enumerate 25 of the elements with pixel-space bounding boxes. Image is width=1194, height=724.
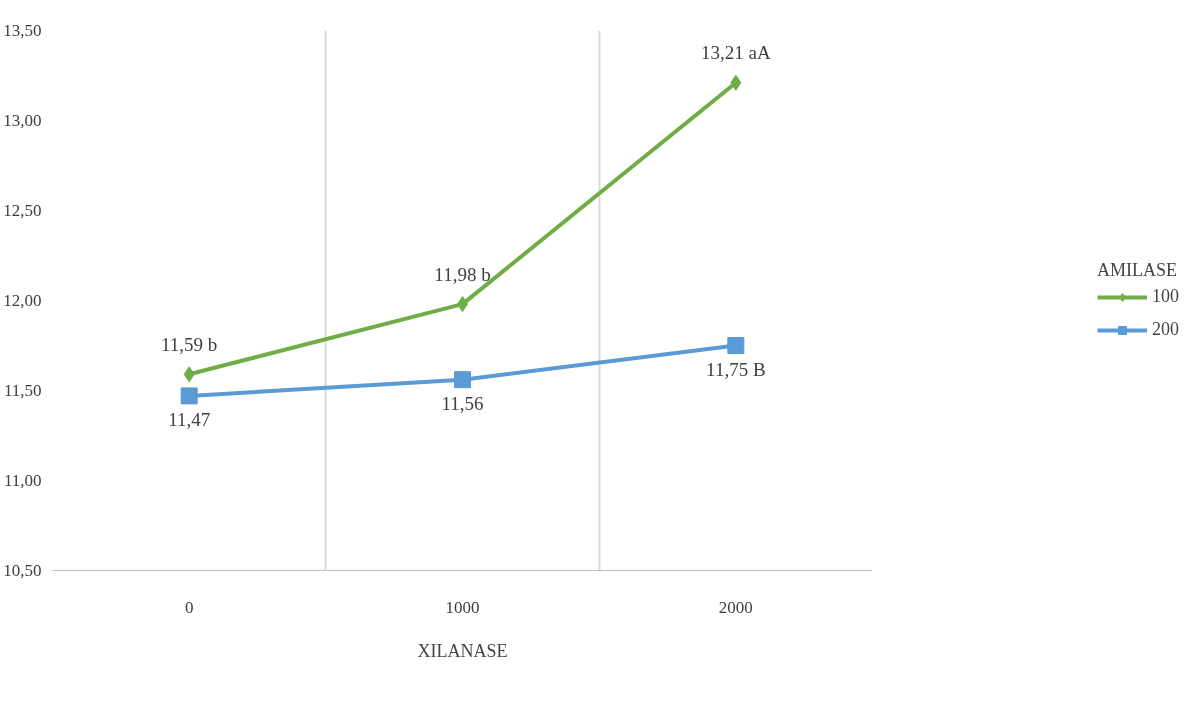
legend-label: 200 — [1152, 319, 1179, 340]
x-tick-label: 2000 — [718, 597, 753, 617]
point — [180, 387, 198, 405]
y-tick-label: 11,50 — [3, 381, 42, 400]
data-label: 13,21 aA — [701, 42, 771, 64]
y-tick-label: 11,00 — [3, 471, 42, 490]
point — [727, 337, 745, 354]
y-tick-label: 13,00 — [3, 111, 42, 130]
x-tick-label: 1000 — [445, 597, 480, 617]
point — [730, 74, 742, 91]
data-label: 11,59 b — [161, 333, 218, 355]
y-tick-label: 12,50 — [3, 201, 42, 220]
x-tick-label: 0 — [184, 597, 194, 617]
data-label: 11,47 — [168, 409, 211, 431]
legend-title: AMILASE — [1097, 260, 1178, 281]
point — [454, 371, 471, 389]
data-label: 11,75 B — [706, 359, 766, 380]
x-axis-title: XILANASE — [417, 640, 508, 661]
legend-label: 100 — [1152, 286, 1179, 307]
data-label: 11,98 b — [434, 263, 491, 285]
data-label: 11,56 — [441, 393, 484, 415]
y-tick-label: 12,00 — [3, 291, 42, 310]
point — [183, 366, 195, 383]
y-tick-label: 13,50 — [3, 21, 42, 40]
y-tick-label: 10,50 — [3, 561, 42, 580]
